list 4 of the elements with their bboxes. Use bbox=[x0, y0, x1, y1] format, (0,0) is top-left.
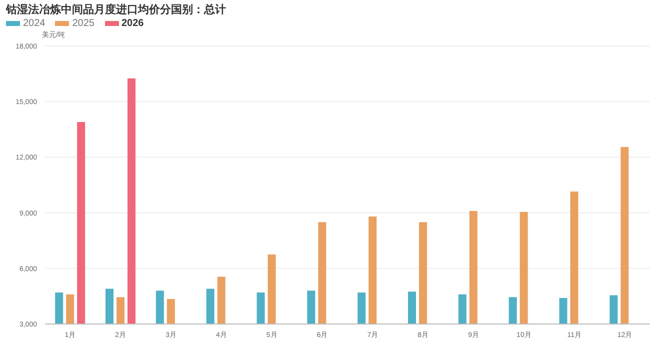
legend-label: 2025 bbox=[72, 18, 94, 29]
legend-label: 2026 bbox=[122, 18, 144, 29]
legend-label: 2024 bbox=[23, 18, 46, 29]
chart-title: 钴湿法冶炼中间品月度进口均价分国别：总计 bbox=[6, 2, 226, 17]
